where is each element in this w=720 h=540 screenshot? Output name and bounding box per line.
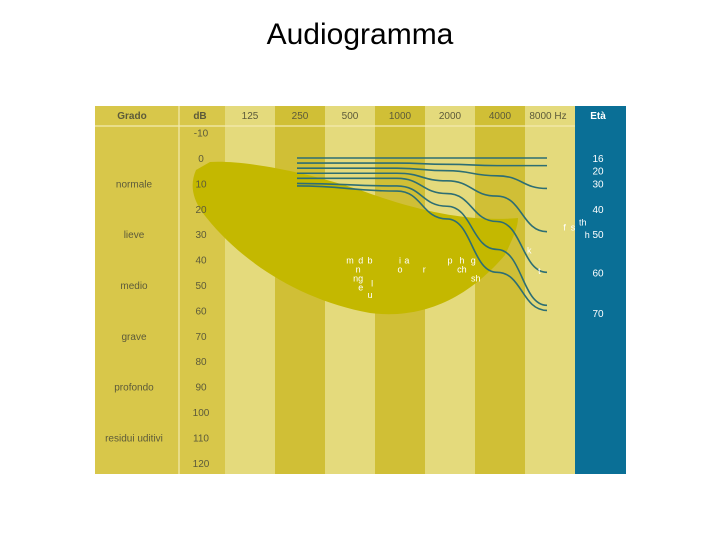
band-4000 — [475, 106, 525, 474]
age-label: 70 — [592, 309, 604, 320]
band-125 — [225, 106, 275, 474]
speech-sound-label: f — [563, 223, 566, 233]
db-tick-label: 100 — [193, 408, 210, 419]
speech-sound-label: h — [585, 230, 590, 240]
age-curve-30 — [296, 167, 548, 190]
age-curve-50 — [297, 177, 548, 274]
slide-title: Audiogramma — [266, 18, 454, 51]
age-curve-70 — [296, 185, 548, 312]
speech-sound-label: g — [471, 256, 476, 266]
speech-sound-label: s — [571, 223, 576, 233]
speech-sound-label: o — [397, 264, 402, 274]
grado-column — [95, 106, 179, 474]
frequency-label: 500 — [342, 111, 359, 122]
db-tick-label: 50 — [195, 281, 207, 292]
age-label: 60 — [592, 268, 604, 279]
age-curve-20 — [297, 162, 547, 167]
frequency-label: 4000 — [489, 111, 512, 122]
db-tick-label: 90 — [195, 383, 207, 394]
db-tick-label: 20 — [195, 205, 207, 216]
speech-sound-label: ch — [457, 264, 467, 274]
speech-sound-label: th — [579, 218, 587, 228]
age-label: 20 — [592, 167, 604, 178]
frequency-label: 2000 — [439, 111, 462, 122]
db-tick-label: 120 — [193, 459, 210, 470]
db-tick-label: 110 — [193, 433, 209, 444]
grado-header: Grado — [117, 111, 146, 122]
speech-sound-label: p — [447, 256, 452, 266]
db-tick-label: 30 — [195, 230, 207, 241]
chart-header: Grado dB Età — [117, 111, 606, 122]
speech-sound-label: k — [527, 245, 532, 255]
grade-label: lieve — [124, 230, 145, 241]
speech-banana — [192, 161, 518, 315]
band-8000 — [525, 106, 575, 474]
grade-label: normale — [116, 179, 153, 190]
speech-sound-label: u — [368, 290, 373, 300]
db-tick-label: 60 — [195, 306, 207, 317]
speech-sound-label: d — [358, 256, 363, 266]
frequency-label: 250 — [292, 111, 309, 122]
speech-sound-label: ng — [353, 273, 363, 283]
speech-sound-label: r — [423, 264, 426, 274]
frequency-label: 8000 Hz — [529, 111, 566, 122]
speech-sound-label: h — [459, 256, 464, 266]
db-tick-label: 40 — [195, 256, 207, 267]
age-label: 40 — [592, 205, 604, 216]
speech-sound-label: sh — [471, 273, 481, 283]
speech-sound-label: l — [371, 278, 373, 288]
db-tick-label: 0 — [198, 154, 204, 165]
speech-sound-label: i — [399, 256, 401, 266]
speech-sound-label: b — [368, 256, 373, 266]
age-label: 50 — [592, 230, 604, 241]
db-labels: -10 0 10 20 30 40 50 60 70 80 90 100 110 120 — [193, 129, 210, 470]
db-tick-label: 10 — [195, 179, 207, 190]
age-label: 16 — [592, 154, 604, 165]
age-curve-60 — [296, 182, 548, 307]
eta-header: Età — [590, 111, 606, 122]
speech-sound-label: a — [404, 256, 409, 266]
age-curves — [296, 157, 548, 312]
frequency-labels: 125 250 500 1000 2000 4000 8000 Hz — [242, 111, 567, 122]
db-header: dB — [193, 111, 206, 122]
age-label: 30 — [592, 179, 604, 190]
age-panel — [575, 106, 626, 474]
grade-labels: normale lieve medio grave profondo residui ud… — [105, 179, 163, 444]
db-tick-label: -10 — [194, 129, 209, 140]
grade-label: medio — [120, 281, 148, 292]
grade-label: residui uditivi — [105, 433, 163, 444]
grade-label: profondo — [114, 383, 154, 394]
age-curve-40 — [296, 172, 548, 233]
speech-sound-label: t — [538, 266, 541, 276]
speech-sound-label: e — [358, 282, 363, 292]
grade-label: grave — [121, 332, 146, 343]
speech-sound-label: m — [346, 256, 354, 266]
db-tick-label: 80 — [195, 357, 207, 368]
frequency-label: 1000 — [389, 111, 412, 122]
speech-sound-label: n — [356, 264, 361, 274]
db-tick-label: 70 — [195, 332, 207, 343]
frequency-label: 125 — [242, 111, 259, 122]
